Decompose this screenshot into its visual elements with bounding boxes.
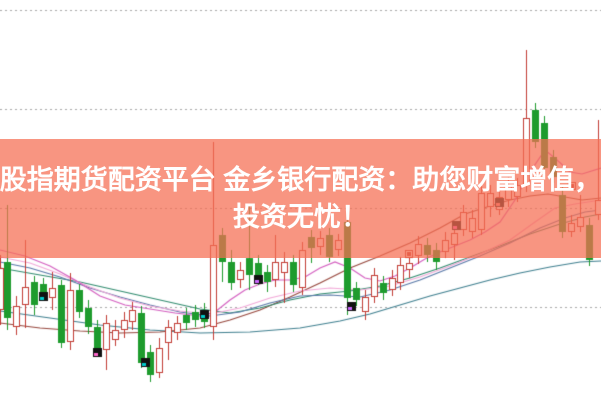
candlestick-chart: [0, 0, 601, 400]
article-header-image: 股指期货配资平台 金乡银行配资：助您财富增值， 投资无忧！: [0, 0, 601, 400]
